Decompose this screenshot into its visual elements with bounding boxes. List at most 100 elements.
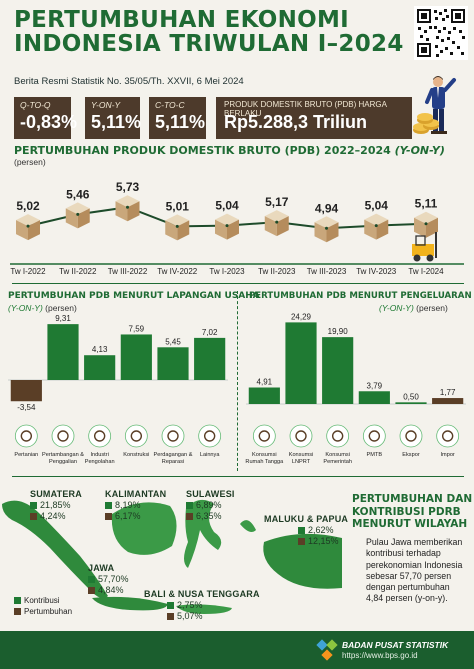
region-sumatera: SUMATERA 21,85% 4,24%: [30, 489, 82, 521]
box-icon: [115, 195, 140, 222]
growth-marker: [298, 538, 305, 546]
bar-value-label: -3,54: [17, 403, 36, 412]
region-name: BALI & NUSA TENGGARA: [144, 589, 260, 599]
region-bali-nusa-tenggara: BALI & NUSA TENGGARA 2,75% 5,07%: [144, 589, 260, 621]
growth-data-label: 5,17: [265, 195, 289, 209]
section-divider-2: [12, 476, 464, 477]
bar-value-label: 1,77: [440, 388, 456, 397]
bar-category-label: Industri: [90, 452, 108, 458]
growth-point: [175, 224, 179, 228]
bar-category-label: Konsumsi: [325, 452, 350, 458]
bar-category-label: Ekspor: [402, 452, 420, 458]
title-line-2: INDONESIA TRIWULAN I–2024: [14, 31, 404, 58]
bar-value-label: 3,79: [367, 381, 383, 390]
region-body-line: sebesar 57,70 persen: [366, 570, 452, 581]
footer: BADAN PUSAT STATISTIK https://www.bps.go…: [0, 631, 474, 669]
legend-contribution-label: Kontribusi: [24, 596, 60, 605]
region-growth: 4,84%: [98, 585, 124, 595]
government-icon: [326, 424, 350, 448]
growth-title-suffix: (Y-ON-Y): [394, 144, 445, 157]
indonesia-map: [2, 499, 342, 614]
expenditure-subtitle: (Y-ON-Y) (persen): [379, 303, 448, 313]
pdb-card: PRODUK DOMESTIK BRUTO (PDB) HARGA BERLAK…: [216, 97, 412, 139]
contribution-marker: [167, 602, 174, 610]
region-name: KALIMANTAN: [105, 489, 167, 499]
bar-category-label: LNPRT: [292, 459, 311, 465]
growth-tick-label: Tw I-2022: [10, 267, 46, 276]
region-jawa: JAWA 57,70% 4,84%: [88, 563, 129, 595]
wheat-icon: [14, 424, 38, 448]
bar-value-label: 9,31: [55, 314, 71, 323]
region-description: Pulau Jawa memberikan kontribusi terhada…: [366, 537, 462, 605]
growth-data-label: 5,01: [166, 199, 190, 213]
growth-marker: [105, 513, 112, 521]
region-body-line: perekonomian Indonesia: [366, 559, 463, 570]
growth-point: [374, 224, 378, 228]
bar: [248, 387, 280, 404]
contribution-marker: [88, 576, 95, 584]
sector-sub-yoy: (Y-ON-Y): [8, 303, 43, 313]
sector-bar-chart: -3,54 Pertanian 9,31 Pertambangan &Penggali…: [8, 314, 228, 465]
section-divider: [12, 283, 464, 284]
bps-logo-icon: [316, 639, 338, 661]
contribution-marker: [30, 502, 37, 510]
bar: [395, 402, 427, 404]
growth-line-chart: 5,02 Tw I-2022 5,46 Tw II-2022 5,73 Tw III-20…: [10, 180, 464, 276]
growth-tick-label: Tw II-2022: [59, 267, 97, 276]
contribution-marker: [105, 502, 112, 510]
mining-icon: [51, 424, 75, 448]
nonprofit-icon: [289, 424, 313, 448]
box-icon: [16, 214, 40, 241]
growth-point: [424, 222, 428, 226]
kpi-qtoq-caption: Q-TO-Q: [20, 100, 51, 110]
footer-org: BADAN PUSAT STATISTIK: [342, 640, 449, 650]
bar-category-label: Pemerintah: [323, 459, 352, 465]
bar-category-label: Konstruksi: [123, 452, 149, 458]
region-growth: 4,24%: [40, 511, 66, 521]
bar-value-label: 5,45: [165, 337, 181, 346]
region-body-line: dengan pertumbuhan: [366, 582, 450, 592]
bar: [10, 380, 42, 402]
region-growth: 6,35%: [196, 511, 222, 521]
region-contribution: 2,75%: [177, 600, 203, 610]
growth-section-title: PERTUMBUHAN PRODUK DOMESTIK BRUTO (PDB) …: [14, 144, 445, 157]
bar: [322, 337, 354, 404]
region-body-line: Pulau Jawa memberikan: [366, 537, 463, 547]
legend-growth-label: Pertumbuhan: [24, 607, 73, 616]
construction-icon: [124, 424, 148, 448]
legend-contribution-marker: [14, 597, 21, 605]
region-body-line: kontribusi terhadap: [366, 548, 441, 559]
page-title: PERTUMBUHAN EKONOMI INDONESIA TRIWULAN I…: [14, 8, 404, 56]
bar: [120, 334, 152, 380]
bar-category-label: Lainnya: [200, 452, 220, 458]
bar-category-label: Konsumsi: [289, 452, 314, 458]
growth-data-label: 5,11: [415, 197, 438, 211]
region-contribution: 57,70%: [98, 574, 129, 584]
expenditure-section-title: PERTUMBUHAN PDB MENURUT PENGELUARAN: [249, 291, 472, 301]
region-contribution: 2,62%: [308, 525, 334, 535]
growth-data-label: 4,94: [315, 201, 339, 215]
region-name: SUMATERA: [30, 489, 82, 499]
growth-marker: [167, 613, 174, 621]
box-icon: [65, 202, 90, 229]
region-section-title: PERTUMBUHAN DAN KONTRIBUSI PDRB MENURUT …: [352, 493, 472, 531]
box-icon: [314, 216, 339, 243]
kpi-ctoc-card: C-TO-C 5,11%: [149, 97, 206, 139]
legend-growth-marker: [14, 608, 21, 616]
bar-category-label: Perdagangan &: [154, 452, 193, 458]
footer-url[interactable]: https://www.bps.go.id: [342, 651, 418, 660]
subtitle: Berita Resmi Statistik No. 35/05/Th. XXV…: [14, 76, 244, 87]
region-body-line: 4,84 persen (y-on-y).: [366, 593, 448, 604]
growth-tick-label: Tw IV-2022: [157, 267, 198, 276]
growth-tick-label: Tw III-2022: [108, 267, 148, 276]
qr-code-icon[interactable]: [414, 6, 468, 60]
growth-marker: [186, 513, 193, 521]
growth-unit: (persen): [14, 157, 46, 167]
expenditure-sub-yoy: (Y-ON-Y): [379, 303, 414, 313]
pdb-caption: PRODUK DOMESTIK BRUTO (PDB) HARGA BERLAK…: [224, 100, 387, 118]
kpi-ctoc-caption: C-TO-C: [155, 100, 185, 110]
growth-tick-label: Tw I-2024: [408, 267, 444, 276]
box-icon: [165, 214, 190, 241]
etc-icon: [198, 424, 222, 448]
growth-data-label: 5,04: [215, 199, 239, 213]
